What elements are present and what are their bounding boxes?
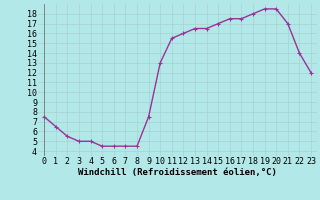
X-axis label: Windchill (Refroidissement éolien,°C): Windchill (Refroidissement éolien,°C): [78, 168, 277, 177]
